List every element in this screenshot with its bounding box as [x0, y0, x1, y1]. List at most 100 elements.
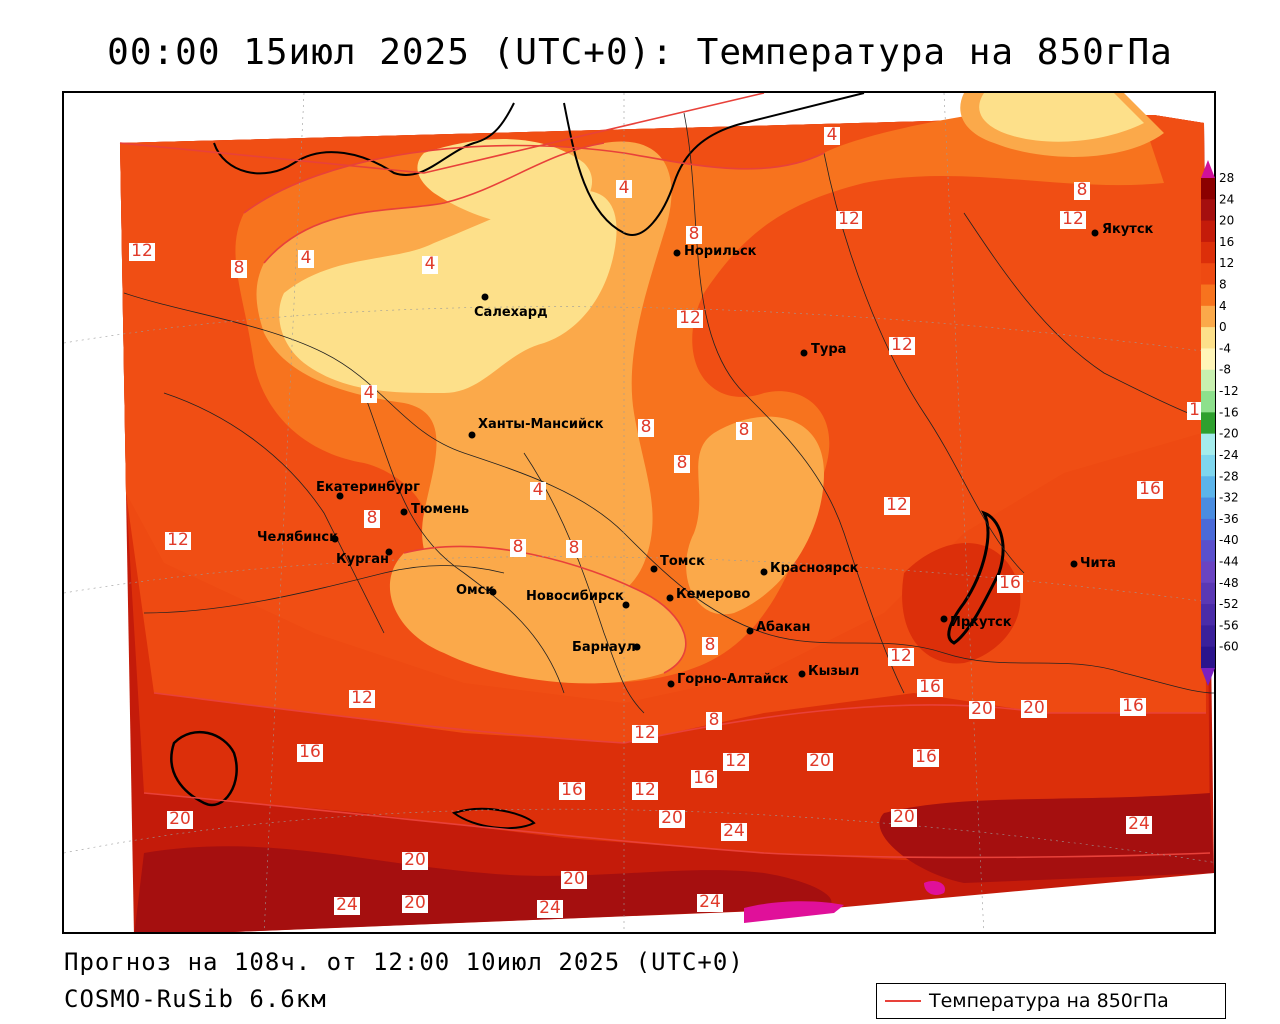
band-0: [279, 190, 617, 393]
colorbar-swatch: [1201, 454, 1215, 477]
contour-label-bg: [659, 810, 685, 828]
contour-label-bg: [632, 782, 658, 800]
colorbar-tick-label: 4: [1219, 299, 1227, 313]
city-dot: [400, 508, 408, 516]
city-label: Кызыл: [808, 664, 859, 679]
contour-label-bg: [361, 385, 377, 403]
contour-label-bg: [632, 725, 658, 743]
contour-label: 20: [809, 751, 831, 771]
band-28: [744, 901, 844, 923]
contour-label-bg: [677, 310, 703, 328]
contour-label: 16: [299, 742, 321, 762]
city-label: Томск: [660, 554, 705, 569]
contour-label-bg: [917, 679, 943, 697]
contour-label-bg: [231, 260, 247, 278]
city-label: Тура: [811, 342, 846, 357]
contour-label: 16: [1139, 479, 1161, 499]
contour-label: 12: [634, 723, 656, 743]
colorbar-tick-label: 0: [1219, 320, 1227, 334]
contour-label: 12: [679, 308, 701, 328]
contour-label: 4: [619, 178, 630, 198]
contour-label-bg: [402, 895, 428, 913]
colorbar-swatch: [1201, 582, 1215, 605]
colorbar-swatch: [1201, 391, 1215, 413]
contour-label-bg: [997, 575, 1023, 593]
colorbar-swatch: [1201, 433, 1215, 456]
contour-label: 24: [699, 892, 721, 912]
admin-borders: [123, 112, 1214, 714]
colorbar-swatch: [1201, 476, 1215, 499]
contour-label-bg: [402, 852, 428, 870]
contour-label-bg: [530, 482, 546, 500]
city-dot: [940, 615, 948, 623]
city-label: Тюмень: [411, 502, 469, 517]
colorbar-tick-label: -60: [1219, 640, 1239, 654]
city-label: Чита: [1080, 556, 1116, 571]
contour-label-bg: [884, 497, 910, 515]
colorbar-swatch: [1201, 305, 1215, 328]
map-panel[interactable]: Салехард Норильск Якутск Тура Ханты-Манс…: [62, 91, 1216, 934]
city-dot: [385, 548, 393, 556]
contour-label-bg: [686, 226, 702, 244]
colorbar-tick-label: -4: [1219, 341, 1231, 355]
colorbar-tick-label: 8: [1219, 278, 1227, 292]
map-title: 00:00 15июл 2025 (UTC+0): Температура на…: [107, 32, 1173, 73]
contour-label: 12: [167, 530, 189, 550]
contour-label: 24: [1128, 814, 1150, 834]
contour-label-bg: [510, 539, 526, 557]
colorbar-swatch: [1201, 604, 1215, 626]
graticule: [64, 93, 1214, 932]
coastline: [213, 93, 865, 236]
contour-label-bg: [364, 510, 380, 528]
colorbar-tick-label: -56: [1219, 618, 1239, 632]
colorbar-tick-label: -16: [1219, 405, 1239, 419]
city-dot: [481, 293, 489, 301]
colorbar-bottom-arrow: [1201, 668, 1215, 686]
contour-label-bg: [697, 894, 723, 912]
contour-label-bg: [1074, 182, 1090, 200]
colorbar-swatch: [1201, 220, 1215, 243]
band-16-irkutsk: [902, 543, 1021, 664]
contour-label: 8: [1077, 180, 1088, 200]
colorbar-swatch: [1201, 412, 1215, 435]
contour-label: 12: [634, 780, 656, 800]
colorbar-tick-label: -12: [1219, 384, 1239, 398]
city-dot: [673, 249, 681, 257]
contour-label: 16: [999, 573, 1021, 593]
colorbar-tick-label: -8: [1219, 363, 1231, 377]
city-dot: [760, 568, 768, 576]
contour-label-bg: [891, 809, 917, 827]
city-label: Горно-Алтайск: [677, 672, 789, 687]
legend-label: Температура на 850гПа: [929, 990, 1169, 1012]
contour-label: 24: [336, 895, 358, 915]
contour-label-bg: [167, 811, 193, 829]
contour-label-bg: [1120, 698, 1146, 716]
contour-label-bg: [836, 211, 862, 229]
contour-label: 8: [739, 420, 750, 440]
contour-label: 8: [569, 538, 580, 558]
contour-label: 12: [351, 688, 373, 708]
colorbar-tick-label: -44: [1219, 554, 1239, 568]
contour-label: 4: [301, 248, 312, 268]
forecast-info: Прогноз на 108ч. от 12:00 10июл 2025 (UT…: [64, 948, 744, 976]
colorbar-swatch: [1201, 518, 1215, 541]
contour-label: 16: [915, 747, 937, 767]
colorbar-swatch: [1201, 497, 1215, 520]
contour-label: 12: [886, 495, 908, 515]
contour-label-bg: [1137, 481, 1163, 499]
contour-label-bg: [638, 419, 654, 437]
contour-label-bg: [334, 897, 360, 915]
contour-label: 8: [677, 453, 688, 473]
contour-label: 20: [971, 699, 993, 719]
band-4-east: [686, 416, 824, 615]
city-dot: [1091, 229, 1099, 237]
colorbar-tick-label: -20: [1219, 427, 1239, 441]
colorbar-swatch: [1201, 199, 1215, 222]
contour-label: 20: [563, 869, 585, 889]
contour-label: 12: [1062, 209, 1084, 229]
colorbar-swatch: [1201, 263, 1215, 286]
contour-label: 20: [404, 850, 426, 870]
colorbar-tick-label: -32: [1219, 491, 1239, 505]
contour-label-bg: [422, 256, 438, 274]
colorbar-swatch: [1201, 241, 1215, 264]
